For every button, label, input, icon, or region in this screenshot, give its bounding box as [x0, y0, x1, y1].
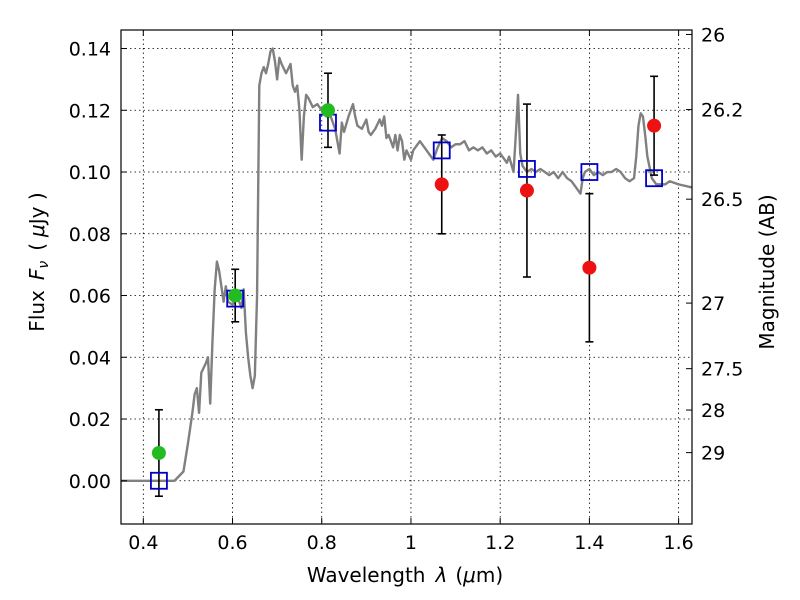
magnitude-tick-label: 26	[701, 24, 725, 46]
y-tick-label: 0.08	[69, 224, 111, 246]
model-bandpass-square	[645, 169, 663, 188]
y-axis-ticks: 0.00 0.02 0.04 0.06 0.08 0.10 0.12 0.14	[69, 39, 127, 493]
y-axis-label: FluxFν(μJy )	[25, 192, 52, 331]
y-tick-label: 0.10	[69, 162, 111, 184]
magnitude-tick-label: 26.5	[701, 189, 743, 211]
observed-flux-point	[647, 118, 662, 133]
y-tick-label: 0.02	[69, 409, 111, 431]
error-bars	[154, 72, 659, 498]
grid	[121, 30, 692, 524]
observed-flux-point	[582, 260, 597, 275]
magnitude-axis-ticks: 26 26.2 26.5 27 27.5 28 29	[686, 24, 743, 465]
magnitude-tick-label: 29	[701, 443, 725, 465]
magnitude-tick-label: 28	[701, 400, 725, 422]
model-spectrum	[121, 47, 693, 482]
x-tick-label: 0.6	[217, 532, 247, 554]
x-tick-label: 1	[405, 532, 417, 554]
data-markers	[150, 103, 663, 490]
magnitude-tick-label: 27.5	[701, 359, 743, 381]
x-axis-label: Wavelength λ (μm)	[307, 563, 503, 587]
y-tick-label: 0.00	[69, 471, 111, 493]
model-spectrum-line	[121, 47, 693, 482]
observed-flux-point	[320, 103, 335, 118]
y-tick-label: 0.14	[69, 39, 111, 61]
x-axis-ticks: 0.4 0.6 0.8 1 1.2 1.4 1.6	[128, 30, 694, 554]
x-tick-label: 1.6	[664, 532, 694, 554]
model-bandpass-square	[150, 471, 168, 490]
observed-flux-point	[434, 177, 449, 192]
observed-flux-point	[151, 445, 166, 460]
magnitude-axis-label: Magnitude (AB)	[755, 194, 779, 349]
magnitude-tick-label: 26.2	[701, 100, 743, 122]
y-tick-label: 0.12	[69, 100, 111, 122]
model-bandpass-square	[580, 163, 599, 181]
observed-flux-point	[228, 288, 243, 303]
y-tick-label: 0.06	[69, 286, 111, 308]
magnitude-tick-label: 27	[701, 293, 725, 315]
y-tick-label: 0.04	[69, 347, 111, 369]
x-tick-label: 0.4	[128, 532, 158, 554]
plot-frame	[120, 29, 693, 525]
model-bandpass-square	[432, 141, 451, 160]
x-tick-label: 0.8	[307, 532, 337, 554]
x-tick-label: 1.2	[485, 532, 515, 554]
model-bandpass-square	[518, 160, 536, 178]
observed-flux-point	[519, 183, 534, 198]
x-tick-label: 1.4	[574, 532, 604, 554]
